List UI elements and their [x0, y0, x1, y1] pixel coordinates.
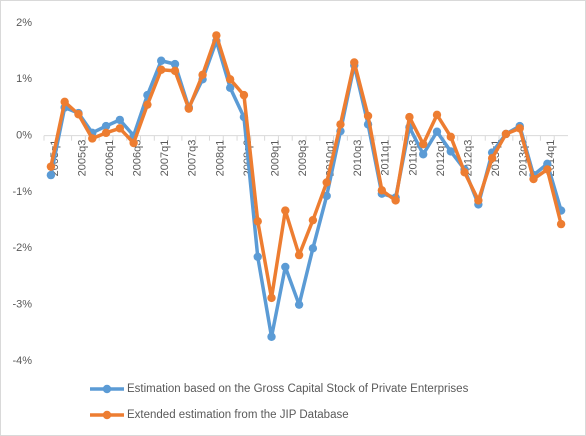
data-point [350, 58, 359, 67]
x-tick-label: 2009q3 [297, 140, 309, 177]
legend-label: Estimation based on the Gross Capital St… [127, 383, 469, 395]
x-tick-label: 2008q1 [214, 140, 226, 177]
data-point [267, 332, 276, 341]
data-point [336, 120, 345, 129]
y-tick-label: -3% [12, 299, 32, 311]
x-tick-label: 2011q3 [407, 140, 419, 176]
data-point [184, 104, 193, 113]
x-tick-label: 2012q1 [435, 140, 447, 177]
data-point [419, 139, 428, 149]
data-point [101, 128, 111, 138]
data-point [515, 124, 524, 133]
data-point [294, 250, 304, 260]
legend-item: Extended estimation from the JIP Databas… [90, 409, 349, 421]
y-tick-label: 1% [16, 73, 32, 85]
x-tick-label: 2009q1 [269, 140, 281, 177]
data-point [281, 262, 290, 272]
data-point [460, 168, 469, 177]
x-tick-label: 2006q3 [132, 140, 144, 177]
data-point [212, 31, 221, 40]
data-point [405, 112, 414, 122]
data-point [115, 115, 125, 125]
x-tick-label: 2007q3 [187, 140, 199, 177]
data-point [446, 147, 455, 156]
data-point [377, 186, 387, 195]
x-tick-label: 2005q3 [76, 140, 88, 177]
y-tick-label: 0% [16, 130, 32, 142]
data-point [46, 170, 56, 180]
data-point [529, 174, 538, 184]
x-tick-label: 2010q3 [352, 140, 364, 177]
data-point [60, 97, 69, 107]
data-point [170, 59, 180, 69]
data-point [474, 196, 483, 205]
x-tick-label: 2011q1 [380, 140, 392, 176]
data-point [198, 70, 207, 80]
y-tick-label: -4% [12, 355, 32, 367]
data-point [253, 217, 262, 226]
data-point [543, 165, 552, 174]
y-tick-label: -2% [12, 242, 32, 254]
data-point [294, 300, 304, 309]
data-point [74, 110, 83, 119]
data-point [253, 252, 262, 261]
y-tick-label: -1% [12, 186, 32, 198]
data-point [322, 178, 331, 187]
legend-marker [102, 410, 112, 420]
data-point [308, 244, 318, 253]
data-point [225, 75, 235, 84]
data-point [143, 100, 152, 109]
x-tick-label: 2007q1 [159, 140, 171, 177]
data-point [170, 66, 180, 76]
legend-label: Extended estimation from the JIP Databas… [127, 409, 349, 421]
data-point [88, 134, 97, 143]
data-point [225, 83, 235, 92]
data-point [363, 111, 373, 121]
data-point [432, 127, 442, 136]
data-point [501, 129, 511, 139]
data-point [129, 138, 138, 148]
data-point [556, 219, 566, 229]
data-point [432, 110, 442, 120]
data-point [157, 56, 166, 65]
legend-item: Estimation based on the Gross Capital St… [90, 383, 469, 395]
data-point [267, 293, 276, 303]
y-tick-label: 2% [16, 17, 32, 29]
data-point [391, 196, 400, 205]
data-point [115, 124, 125, 133]
x-tick-label: 2006q1 [104, 140, 116, 177]
data-point [419, 150, 428, 159]
data-point [157, 65, 166, 74]
data-point [487, 154, 497, 163]
series-line [49, 33, 563, 300]
data-point [446, 132, 455, 141]
data-point [46, 162, 56, 171]
data-point [281, 206, 290, 215]
data-point [101, 121, 111, 131]
legend-marker [102, 384, 112, 394]
data-point [322, 191, 331, 201]
data-point [239, 90, 249, 100]
data-point [308, 215, 318, 225]
